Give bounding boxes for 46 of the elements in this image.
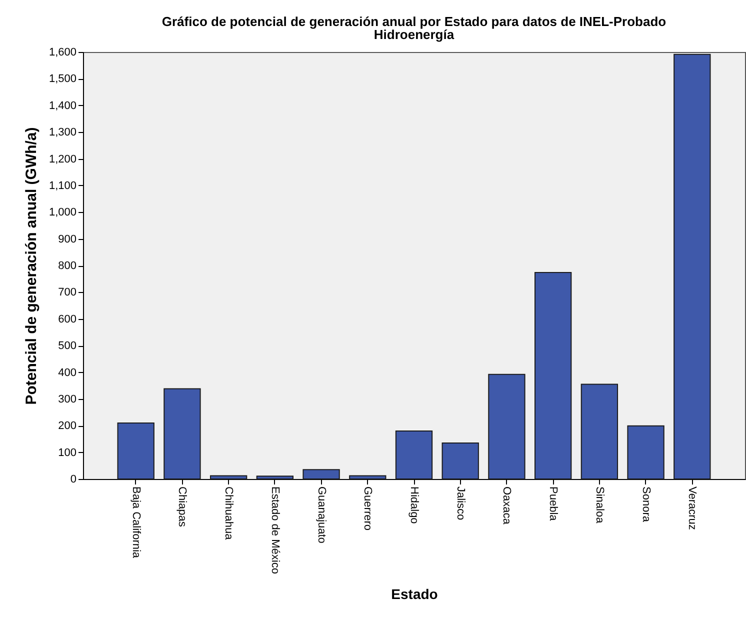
x-tick-label: Jalisco <box>454 486 466 520</box>
bar <box>349 475 386 480</box>
bar <box>534 272 572 480</box>
y-axis-title: Potencial de generación anual (GWh/a) <box>22 127 40 405</box>
text: Gráfico de potencial de generación anual por Estado para datos de INEL-Probado <box>162 14 666 29</box>
bar <box>488 374 526 480</box>
y-tick-label: 1,000 <box>48 206 76 219</box>
x-tick-label: Baja California <box>130 486 142 559</box>
bar <box>117 422 154 480</box>
x-tick-label: Guerrero <box>362 486 374 531</box>
y-tick-label: 800 <box>58 260 76 272</box>
x-tick-label: Veracruz <box>686 486 698 530</box>
y-tick-label: 900 <box>58 233 76 246</box>
x-tick-label: Sinaloa <box>593 486 606 524</box>
bar <box>164 388 201 480</box>
y-tick-label: 500 <box>58 340 76 352</box>
y-tick-label: 1,500 <box>48 73 76 86</box>
bar <box>210 475 248 480</box>
y-tick-label: 1,400 <box>48 100 76 112</box>
x-tick-label: Hidalgo <box>408 486 420 524</box>
bar <box>256 476 294 480</box>
bar <box>302 469 340 480</box>
y-tick-label: 200 <box>58 420 76 432</box>
y-tick-label: 1,300 <box>48 126 76 139</box>
y-tick-label: 0 <box>70 474 76 486</box>
y-tick-label: 300 <box>58 393 76 406</box>
bar <box>395 430 433 480</box>
bar <box>627 425 664 480</box>
y-tick-label: 1,600 <box>48 46 76 58</box>
x-axis-title: Estado <box>391 586 438 602</box>
bar <box>442 442 479 480</box>
y-tick-label: 600 <box>58 313 76 326</box>
x-tick-label: Puebla <box>547 486 560 522</box>
x-tick-label: Chiapas <box>176 486 188 528</box>
y-tick-label: 700 <box>58 286 76 299</box>
y-tick-label: 100 <box>58 446 76 459</box>
bar <box>674 54 711 480</box>
y-tick-label: 400 <box>58 366 76 379</box>
x-tick-label: Oaxaca <box>500 486 513 526</box>
y-tick-label: 1,200 <box>48 153 76 166</box>
y-tick-label: 1,100 <box>48 180 76 192</box>
x-tick-label: Sonora <box>640 486 652 523</box>
x-tick-label: Guanajuato <box>315 486 328 544</box>
bar <box>580 384 618 480</box>
x-tick-label: Estado de México <box>268 486 281 574</box>
x-tick-label: Chihuahua <box>222 486 235 541</box>
